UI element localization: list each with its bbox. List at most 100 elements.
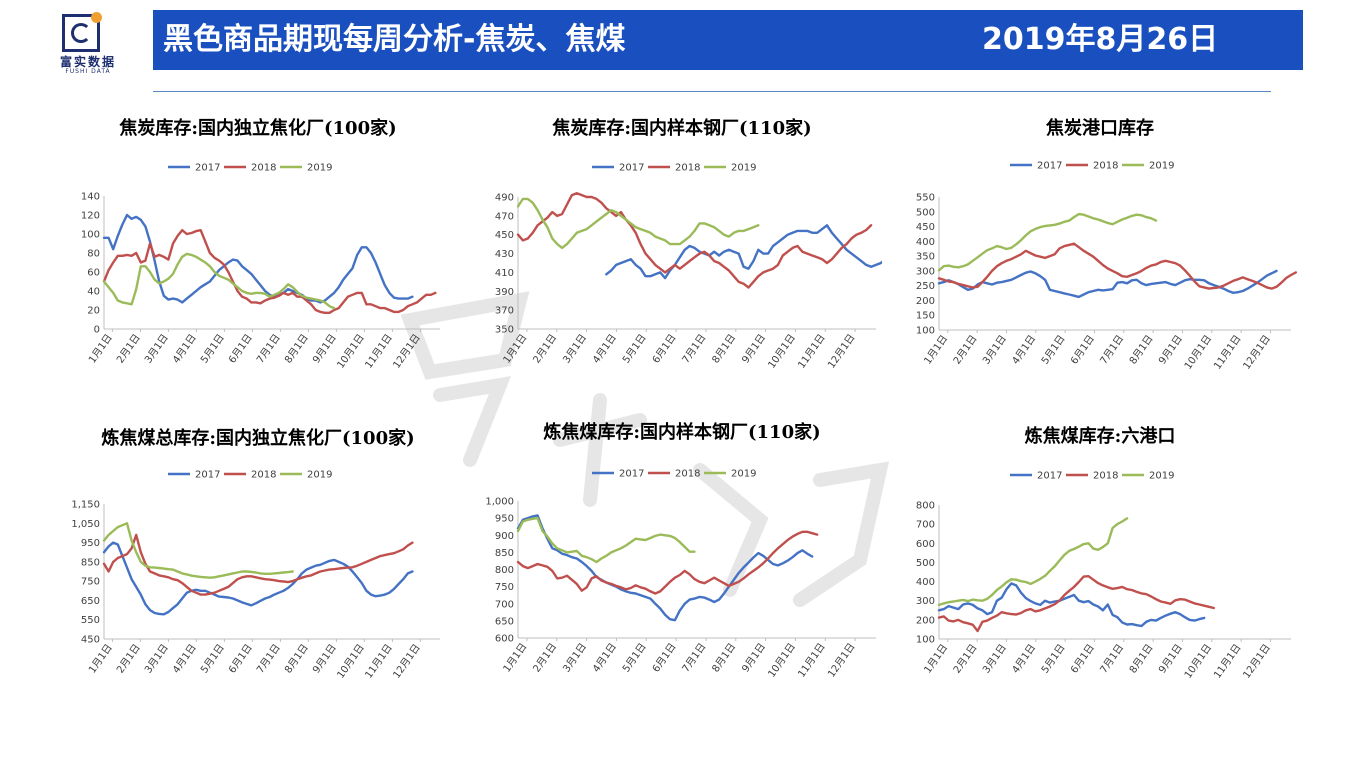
legend-label-2019: 2019 (731, 469, 756, 480)
y-tick-label: 470 (495, 211, 514, 222)
y-tick-label: 100 (916, 326, 935, 337)
x-tick-label: 12月1日 (391, 642, 423, 681)
y-tick-label: 350 (495, 325, 514, 336)
chart-title: 炼焦煤库存:六港口 (1025, 425, 1176, 447)
x-tick-label: 4月1日 (590, 641, 619, 675)
y-tick-label: 1,000 (485, 497, 514, 508)
x-tick-label: 1月1日 (86, 642, 115, 676)
report-date: 2019年8月26日 (982, 22, 1219, 57)
y-tick-label: 300 (916, 266, 935, 277)
x-tick-label: 11月1日 (795, 332, 827, 371)
y-tick-label: 700 (495, 599, 514, 610)
x-tick-label: 3月1日 (980, 333, 1009, 367)
x-tick-label: 12月1日 (391, 332, 423, 371)
x-tick-label: 6月1日 (1068, 333, 1097, 367)
series-line-2019 (102, 252, 336, 310)
header-divider (153, 91, 1271, 92)
x-tick-label: 11月1日 (1211, 333, 1243, 372)
series-line-2018 (937, 574, 1215, 633)
y-tick-label: 450 (81, 635, 100, 646)
legend-label-2017: 2017 (195, 470, 220, 481)
x-tick-label: 7月1日 (1098, 333, 1127, 367)
series-line-2017 (937, 582, 1206, 628)
x-tick-label: 10月1日 (1182, 642, 1214, 681)
logo-mark-icon (62, 12, 102, 52)
y-tick-label: 900 (495, 531, 514, 542)
chart-coking-coal-six-ports: 炼焦煤库存:六港口 2017 2018 2019 100 200 300 400 500 600 7… (916, 425, 1291, 681)
x-tick-label: 9月1日 (310, 642, 339, 676)
x-tick-label: 9月1日 (739, 641, 768, 675)
x-tick-label: 9月1日 (1156, 642, 1185, 676)
legend-label-2018: 2018 (251, 470, 276, 481)
y-tick-label: 700 (916, 520, 935, 531)
y-tick-label: 100 (81, 230, 100, 241)
x-tick-label: 2月1日 (951, 333, 980, 367)
y-tick-label: 750 (495, 582, 514, 593)
legend-label-2017: 2017 (619, 163, 644, 174)
legend-label-2018: 2018 (1093, 471, 1118, 482)
y-tick-label: 80 (87, 249, 100, 260)
x-tick-label: 6月1日 (226, 642, 255, 676)
y-tick-label: 490 (495, 193, 514, 204)
chart-coking-coal-independent-plants: 炼焦煤总库存:国内独立焦化厂(100家) 2017 2018 2019 450 550 65… (71, 427, 440, 681)
x-tick-label: 12月1日 (825, 332, 857, 371)
x-tick-label: 7月1日 (1098, 642, 1127, 676)
y-tick-label: 100 (916, 635, 935, 646)
x-tick-label: 8月1日 (282, 642, 311, 676)
x-tick-label: 11月1日 (795, 641, 827, 680)
x-tick-label: 6月1日 (226, 332, 255, 366)
legend-label-2018: 2018 (675, 469, 700, 480)
legend-label-2017: 2017 (195, 163, 220, 174)
y-tick-label: 550 (81, 615, 100, 626)
x-tick-label: 3月1日 (560, 641, 589, 675)
x-tick-label: 5月1日 (1039, 642, 1068, 676)
x-tick-label: 1月1日 (922, 642, 951, 676)
y-tick-label: 140 (81, 192, 100, 203)
x-tick-label: 9月1日 (310, 332, 339, 366)
y-tick-label: 800 (916, 501, 935, 512)
chart-coke-port-stock: 焦炭港口库存 2017 2018 2019 100 150 200 250 300 350 400 4… (916, 117, 1297, 372)
chart-title: 焦炭港口库存 (1045, 117, 1154, 139)
y-tick-label: 600 (916, 539, 935, 550)
series-line-2018 (102, 533, 414, 596)
y-tick-label: 450 (916, 222, 935, 233)
y-tick-label: 600 (495, 634, 514, 645)
chart-coking-coal-steel-mills: 炼焦煤库存:国内样本钢厂(110家) 2017 2018 2019 600 650 700 7… (485, 421, 876, 680)
series-line-2017 (102, 541, 414, 616)
x-tick-label: 10月1日 (1182, 333, 1214, 372)
x-tick-label: 6月1日 (650, 641, 679, 675)
chart-title: 炼焦煤总库存:国内独立焦化厂(100家) (101, 427, 414, 449)
x-tick-label: 3月1日 (560, 332, 589, 366)
x-tick-label: 5月1日 (198, 332, 227, 366)
y-tick-label: 400 (916, 577, 935, 588)
x-tick-label: 4月1日 (590, 332, 619, 366)
x-tick-label: 8月1日 (710, 332, 739, 366)
y-tick-label: 390 (495, 287, 514, 298)
x-tick-label: 11月1日 (1211, 642, 1243, 681)
x-tick-label: 2月1日 (114, 642, 143, 676)
x-tick-label: 8月1日 (1127, 333, 1156, 367)
page-title: 黑色商品期现每周分析-焦炭、焦煤 (163, 22, 626, 57)
x-tick-label: 11月1日 (363, 642, 395, 681)
x-tick-label: 6月1日 (650, 332, 679, 366)
series-line-2019 (937, 517, 1129, 607)
y-tick-label: 400 (916, 237, 935, 248)
x-tick-label: 9月1日 (1156, 333, 1185, 367)
x-tick-label: 7月1日 (680, 332, 709, 366)
x-tick-label: 2月1日 (114, 332, 143, 366)
logo-name: 富实数据 (59, 55, 116, 69)
legend-label-2018: 2018 (675, 163, 700, 174)
x-tick-label: 4月1日 (1010, 642, 1039, 676)
legend-label-2019: 2019 (731, 163, 756, 174)
x-tick-label: 5月1日 (620, 641, 649, 675)
x-tick-label: 3月1日 (142, 332, 171, 366)
x-tick-label: 5月1日 (1039, 333, 1068, 367)
legend-label-2018: 2018 (251, 163, 276, 174)
legend-label-2019: 2019 (307, 163, 332, 174)
x-tick-label: 4月1日 (170, 332, 199, 366)
chart-title: 焦炭库存:国内样本钢厂(110家) (551, 117, 811, 139)
x-tick-label: 11月1日 (363, 332, 395, 371)
x-tick-label: 10月1日 (335, 642, 367, 681)
logo-english-name: FUSHI DATA (65, 68, 111, 75)
